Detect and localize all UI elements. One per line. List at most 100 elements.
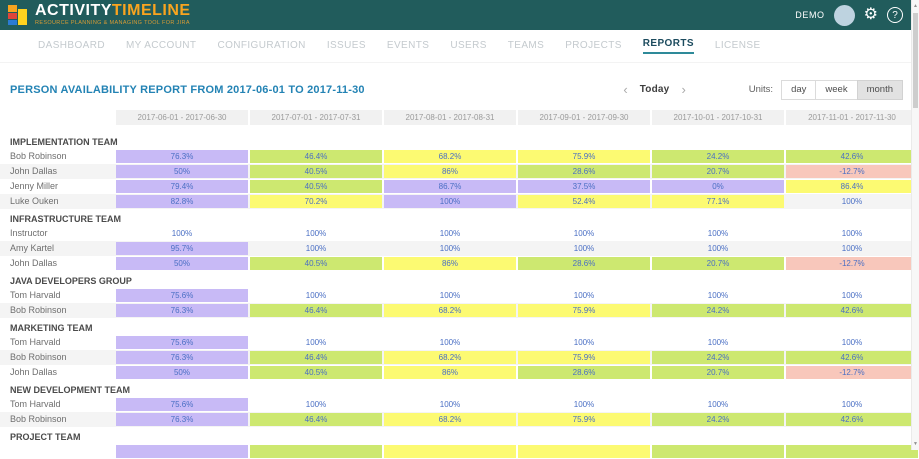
- availability-cell: [786, 445, 918, 458]
- table-header-name-spacer: [0, 110, 115, 125]
- availability-cell: 100%: [439, 400, 461, 409]
- person-name: Bob Robinson: [10, 352, 67, 362]
- person-name: Instructor: [10, 228, 48, 238]
- availability-cell: 42.6%: [786, 413, 918, 426]
- column-header-1: 2017-06-01 - 2017-06-30: [116, 110, 248, 125]
- availability-cell: 100%: [439, 244, 461, 253]
- table-row: Jenny Miller 79.4% 40.5% 86.7% 37.5% 0% 86.4%: [0, 179, 919, 194]
- nav-item-configuration[interactable]: CONFIGURATION: [217, 39, 306, 51]
- team-header-new-development-team: NEW DEVELOPMENT TEAM: [10, 385, 131, 395]
- app-logo[interactable]: ACTIVITYTIMELINE RESOURCE PLANNING & MAN…: [8, 3, 191, 26]
- availability-cell: 100%: [841, 229, 863, 238]
- person-name: John Dallas: [10, 166, 58, 176]
- availability-cell: 28.6%: [518, 165, 650, 178]
- availability-cell: 79.4%: [116, 180, 248, 193]
- availability-cell: [384, 445, 516, 458]
- availability-cell: 77.1%: [652, 195, 784, 208]
- availability-cell: 50%: [116, 165, 248, 178]
- availability-cell: 76.3%: [116, 413, 248, 426]
- availability-cell: 100%: [305, 400, 327, 409]
- scrollbar-down-icon[interactable]: ▼: [913, 441, 918, 447]
- availability-cell: -12.7%: [786, 366, 918, 379]
- availability-cell: [116, 445, 248, 458]
- team-header-marketing-team: MARKETING TEAM: [10, 323, 93, 333]
- availability-cell: 40.5%: [250, 366, 382, 379]
- table-row: Bob Robinson 76.3% 46.4% 68.2% 75.9% 24.2% 42.…: [0, 303, 919, 318]
- availability-cell: 70.2%: [250, 195, 382, 208]
- availability-cell: 82.8%: [116, 195, 248, 208]
- vertical-scrollbar[interactable]: ▲ ▼: [911, 0, 919, 450]
- unit-button-day[interactable]: day: [781, 80, 817, 100]
- availability-cell: 100%: [707, 400, 729, 409]
- availability-cell: 100%: [573, 338, 595, 347]
- table-row: Tom Harvald 75.6% 100% 100% 100% 100% 100%: [0, 288, 919, 303]
- user-menu[interactable]: DEMO: [795, 10, 825, 20]
- availability-cell: 68.2%: [384, 413, 516, 426]
- availability-cell: 76.3%: [116, 351, 248, 364]
- availability-cell: 100%: [841, 338, 863, 347]
- next-period-button[interactable]: ›: [681, 81, 686, 97]
- availability-cell: 100%: [841, 244, 863, 253]
- person-name: Tom Harvald: [10, 337, 61, 347]
- nav-item-teams[interactable]: TEAMS: [507, 39, 545, 51]
- nav-item-my-account[interactable]: MY ACCOUNT: [125, 39, 197, 51]
- topbar: ACTIVITYTIMELINE RESOURCE PLANNING & MAN…: [0, 0, 919, 30]
- availability-cell: 100%: [171, 229, 193, 238]
- availability-cell: 86%: [384, 257, 516, 270]
- prev-period-button[interactable]: ‹: [623, 81, 628, 97]
- availability-cell: 75.6%: [116, 336, 248, 349]
- availability-cell: 52.4%: [518, 195, 650, 208]
- availability-cell: 95.7%: [116, 242, 248, 255]
- person-name: John Dallas: [10, 367, 58, 377]
- scrollbar-thumb[interactable]: [913, 13, 918, 108]
- team-header-infrastructure-team: INFRASTRUCTURE TEAM: [10, 214, 121, 224]
- availability-cell: 76.3%: [116, 150, 248, 163]
- nav-item-reports[interactable]: REPORTS: [642, 38, 694, 54]
- availability-cell: 76.3%: [116, 304, 248, 317]
- logo-secondary: TIMELINE: [111, 2, 191, 19]
- availability-cell: 100%: [439, 338, 461, 347]
- availability-cell: 75.6%: [116, 289, 248, 302]
- availability-cell: 86.7%: [384, 180, 516, 193]
- availability-cell: 28.6%: [518, 366, 650, 379]
- column-header-4: 2017-09-01 - 2017-09-30: [518, 110, 650, 125]
- logo-subtitle: RESOURCE PLANNING & MANAGING TOOL FOR JI…: [35, 20, 190, 26]
- nav-item-events[interactable]: EVENTS: [386, 39, 430, 51]
- availability-cell: 100%: [573, 400, 595, 409]
- topbar-right: DEMO ⚙ ?: [795, 0, 903, 30]
- nav-item-dashboard[interactable]: DASHBOARD: [38, 39, 105, 51]
- today-button[interactable]: Today: [639, 84, 670, 95]
- units-label: Units:: [748, 84, 774, 95]
- availability-cell: 68.2%: [384, 150, 516, 163]
- avatar[interactable]: [833, 4, 855, 26]
- scrollbar-up-icon[interactable]: ▲: [913, 3, 918, 9]
- availability-cell: 100%: [573, 291, 595, 300]
- availability-cell: 46.4%: [250, 150, 382, 163]
- availability-cell: 86%: [384, 366, 516, 379]
- availability-cell: [250, 445, 382, 458]
- person-name: Bob Robinson: [10, 305, 67, 315]
- availability-cell: 100%: [707, 244, 729, 253]
- nav-item-projects[interactable]: PROJECTS: [565, 39, 622, 51]
- unit-button-month[interactable]: month: [856, 80, 903, 100]
- availability-cell: 100%: [305, 229, 327, 238]
- help-icon[interactable]: ?: [887, 7, 903, 23]
- person-name: Luke Ouken: [10, 196, 59, 206]
- team-header-project-team: PROJECT TEAM: [10, 432, 81, 442]
- availability-cell: 86.4%: [786, 180, 918, 193]
- table-row: Bob Robinson 76.3% 46.4% 68.2% 75.9% 24.2% 42.…: [0, 412, 919, 427]
- availability-cell: 100%: [841, 400, 863, 409]
- main-nav: DASHBOARD MY ACCOUNT CONFIGURATION ISSUES EV…: [0, 30, 919, 63]
- unit-button-week[interactable]: week: [815, 80, 858, 100]
- nav-item-users[interactable]: USERS: [450, 39, 487, 51]
- nav-item-license[interactable]: LICENSE: [714, 39, 761, 51]
- availability-cell: 75.9%: [518, 413, 650, 426]
- availability-cell: 24.2%: [652, 413, 784, 426]
- availability-cell: 24.2%: [652, 150, 784, 163]
- table-header-row: 2017-06-01 - 2017-06-30 2017-07-01 - 2017…: [0, 110, 919, 125]
- availability-cell: 42.6%: [786, 150, 918, 163]
- availability-cell: 68.2%: [384, 351, 516, 364]
- nav-item-issues[interactable]: ISSUES: [326, 39, 366, 51]
- gear-icon[interactable]: ⚙: [863, 6, 878, 23]
- availability-cell: 50%: [116, 366, 248, 379]
